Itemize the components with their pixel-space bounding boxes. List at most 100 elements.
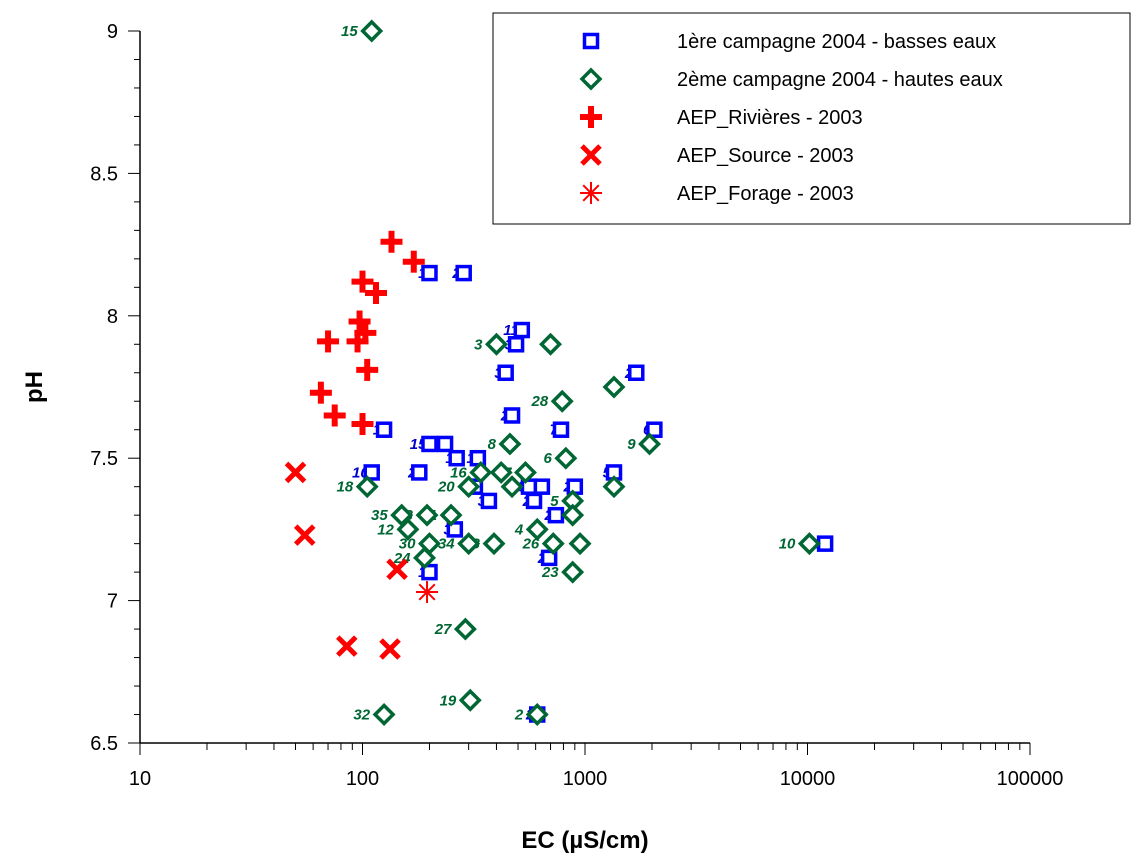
data-point-label: 5 — [550, 493, 559, 510]
data-point — [348, 310, 371, 333]
y-tick-label: 8.5 — [90, 163, 118, 185]
data-point — [448, 449, 465, 467]
marker-shape — [513, 460, 537, 484]
marker-shape — [421, 563, 438, 581]
data-point — [293, 524, 316, 546]
marker-shape — [552, 421, 570, 438]
legend: 1ère campagne 2004 - basses eaux 2ème cam… — [492, 12, 1131, 225]
data-point — [372, 703, 396, 726]
marker-shape — [525, 703, 549, 726]
marker-shape — [500, 475, 524, 499]
marker-shape — [360, 19, 384, 43]
data-point — [351, 270, 374, 293]
legend-label: 2ème campagne 2004 - hautes eaux — [677, 69, 1003, 91]
data-point — [360, 19, 384, 43]
marker-shape — [646, 421, 663, 438]
data-point — [396, 517, 420, 541]
legend-marker — [582, 32, 600, 50]
marker-shape — [482, 532, 506, 556]
data-point — [386, 558, 408, 581]
data-point-label: 19 — [440, 692, 457, 709]
data-point — [436, 435, 454, 453]
data-point — [497, 364, 514, 382]
data-marks — [284, 19, 834, 726]
legend-marker — [580, 106, 602, 128]
legend-marker — [579, 67, 603, 91]
data-point — [554, 446, 578, 470]
data-point — [525, 703, 549, 726]
data-point — [507, 336, 525, 353]
legend-marker — [580, 182, 602, 204]
data-point — [500, 475, 524, 499]
marker-shape — [566, 478, 584, 495]
data-point — [539, 332, 563, 356]
data-point — [439, 503, 463, 527]
data-point — [415, 503, 439, 527]
marker-shape — [554, 446, 578, 470]
marker-shape — [418, 583, 436, 601]
marker-shape — [547, 506, 565, 524]
data-point — [379, 638, 401, 660]
marker-shape — [580, 144, 602, 166]
y-tick-label: 6.5 — [90, 733, 118, 755]
data-point-label: 20 — [437, 479, 455, 496]
marker-shape — [602, 375, 626, 399]
data-point — [284, 461, 307, 484]
x-tick-label: 1000 — [563, 768, 608, 790]
marker-shape — [336, 635, 358, 657]
data-point-label: 30 — [399, 536, 416, 553]
x-tick-label: 100 — [346, 768, 379, 790]
legend-marker — [580, 144, 602, 166]
legend-label: AEP_Rivières - 2003 — [677, 107, 863, 129]
marker-shape — [284, 461, 307, 484]
data-point — [402, 250, 425, 273]
marker-shape — [453, 617, 477, 641]
data-point — [346, 330, 369, 353]
x-tick-label: 10000 — [780, 768, 836, 790]
marker-shape — [602, 475, 626, 499]
y-tick-label: 7 — [107, 591, 118, 613]
data-point — [480, 492, 498, 510]
data-point — [356, 358, 379, 381]
data-point — [455, 264, 472, 282]
marker-shape — [457, 532, 481, 556]
marker-shape — [386, 558, 408, 581]
marker-shape — [379, 638, 401, 660]
data-point-label: 6 — [543, 450, 552, 467]
data-point-label: 2 — [514, 707, 524, 724]
data-point — [568, 532, 592, 556]
marker-shape — [396, 517, 420, 541]
data-point — [550, 389, 574, 413]
data-point — [413, 546, 436, 570]
marker-shape — [561, 503, 585, 527]
data-point — [513, 460, 537, 484]
y-tick-label: 8 — [107, 306, 118, 328]
data-point — [421, 435, 438, 453]
marker-shape — [525, 517, 549, 541]
data-point-label: 26 — [522, 536, 540, 553]
data-point — [453, 617, 477, 641]
data-point — [469, 460, 493, 484]
legend-label: 1ère campagne 2004 - basses eaux — [677, 31, 996, 53]
data-point — [457, 475, 481, 499]
marker-shape — [480, 492, 498, 510]
data-point — [421, 563, 438, 581]
marker-shape — [582, 32, 600, 50]
legend-label: AEP_Forage - 2003 — [677, 183, 854, 205]
data-point-label: 9 — [627, 436, 636, 453]
y-axis-title: pH — [21, 371, 48, 403]
data-point — [552, 421, 570, 438]
data-point — [602, 475, 626, 499]
marker-shape — [533, 478, 551, 495]
data-point — [498, 432, 522, 456]
marker-shape — [455, 264, 472, 282]
marker-shape — [469, 460, 493, 484]
marker-shape — [507, 336, 525, 353]
marker-shape — [484, 332, 508, 356]
data-point-label: 27 — [434, 621, 452, 638]
data-point-label: 12 — [377, 521, 394, 538]
marker-shape — [293, 524, 316, 546]
marker-shape — [448, 449, 465, 467]
marker-shape — [363, 464, 380, 481]
